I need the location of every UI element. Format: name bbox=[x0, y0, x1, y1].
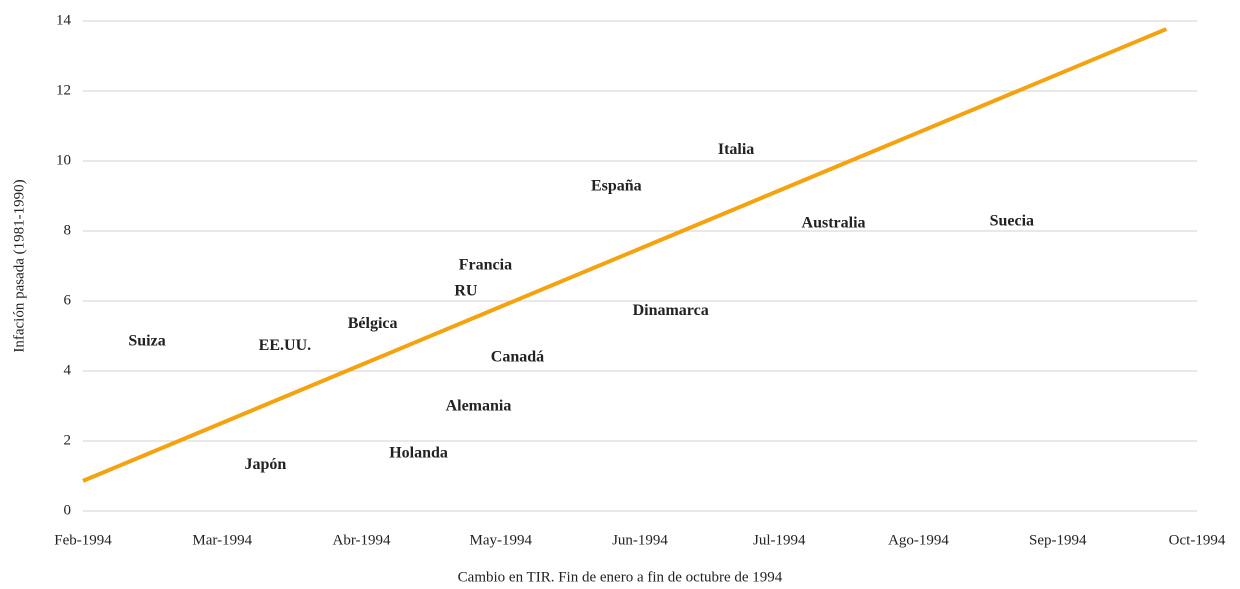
point-label: España bbox=[591, 178, 642, 195]
x-tick-label: Ago-1994 bbox=[888, 532, 949, 548]
x-tick-label: Oct-1994 bbox=[1169, 532, 1226, 548]
point-label: Bélgica bbox=[348, 315, 398, 332]
point-label: Australia bbox=[802, 215, 866, 232]
point-label: Holanda bbox=[389, 445, 448, 462]
point-label: Alemania bbox=[446, 398, 512, 415]
y-axis-title: Infación pasada (1981-1990) bbox=[11, 179, 27, 352]
y-tick-label: 2 bbox=[64, 432, 72, 448]
point-label: Suecia bbox=[990, 213, 1034, 230]
y-tick-label: 6 bbox=[64, 292, 72, 308]
point-label: RU bbox=[454, 283, 478, 300]
point-label: Francia bbox=[459, 257, 512, 274]
x-tick-label: May-1994 bbox=[470, 532, 533, 548]
y-tick-label: 0 bbox=[64, 502, 72, 518]
point-label: Japón bbox=[245, 456, 287, 473]
point-label: EE.UU. bbox=[259, 337, 311, 354]
point-label: Suiza bbox=[128, 333, 165, 350]
x-axis-title: Cambio en TIR. Fin de enero a fin de oct… bbox=[458, 569, 783, 585]
y-tick-label: 8 bbox=[64, 222, 72, 238]
y-tick-label: 14 bbox=[56, 12, 72, 28]
point-label: Dinamarca bbox=[633, 302, 709, 319]
x-tick-label: Jul-1994 bbox=[753, 532, 806, 548]
x-tick-label: Abr-1994 bbox=[332, 532, 391, 548]
y-tick-label: 12 bbox=[56, 82, 71, 98]
x-tick-label: Mar-1994 bbox=[192, 532, 252, 548]
x-tick-label: Feb-1994 bbox=[54, 532, 112, 548]
point-label: Italia bbox=[718, 141, 754, 158]
point-label: Canadá bbox=[491, 349, 544, 366]
trend-line bbox=[82, 27, 1168, 483]
y-tick-label: 10 bbox=[56, 152, 71, 168]
x-tick-label: Sep-1994 bbox=[1029, 532, 1087, 548]
x-tick-label: Jun-1994 bbox=[612, 532, 668, 548]
y-tick-label: 4 bbox=[64, 362, 72, 378]
